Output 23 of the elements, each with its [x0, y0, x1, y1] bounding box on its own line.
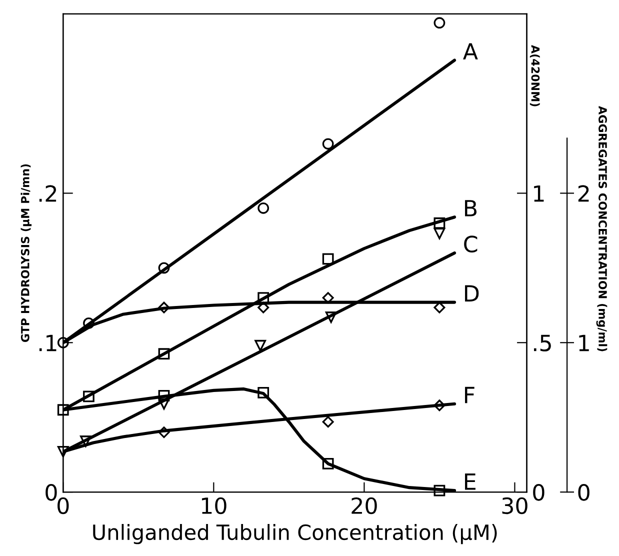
x-axis-title: Unliganded Tubulin Concentration (μM): [93, 524, 497, 544]
y-axis-title: GTP HYDROLYSIS (μM Pi/mn): [20, 164, 32, 342]
x-tick-label: 30: [502, 497, 528, 514]
y-tick-label: .2: [39, 185, 56, 202]
y2-tick-label: .5: [534, 334, 551, 352]
y3-tick-label: 2: [578, 185, 589, 202]
x-tick-label: 20: [352, 497, 377, 514]
series-label: E: [465, 474, 476, 490]
y3-tick-label: 0: [578, 484, 590, 501]
y2-tick-label: 1: [534, 185, 544, 202]
y3-axis-title: AGGREGATES CONCENTRATION (mg/ml): [596, 106, 608, 352]
series-label: D: [465, 285, 479, 302]
series-label: A: [463, 43, 478, 60]
y2-tick-label: 0: [533, 484, 544, 501]
y2-axis-title: A(420NM): [530, 44, 540, 106]
y3-tick-label: 1: [579, 334, 589, 352]
series-label: B: [465, 200, 477, 216]
x-tick-label: 10: [202, 497, 226, 514]
y-tick-label: 0: [46, 484, 57, 501]
series-label: C: [464, 236, 478, 252]
x-tick-label: 0: [58, 497, 69, 514]
series-label: F: [465, 386, 474, 404]
y-tick-label: .1: [39, 334, 56, 352]
